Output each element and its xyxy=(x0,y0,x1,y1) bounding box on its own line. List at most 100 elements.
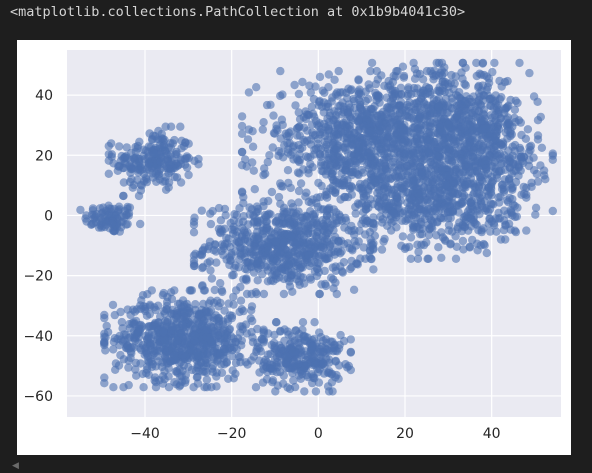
scatter-point xyxy=(298,77,307,87)
scatter-point xyxy=(441,145,450,154)
scatter-point xyxy=(369,265,378,274)
scatter-point xyxy=(466,174,476,183)
scatter-point xyxy=(347,263,356,272)
scatter-point xyxy=(153,351,162,361)
scatter-point xyxy=(156,157,165,166)
scatter-point xyxy=(452,111,461,120)
scatter-point xyxy=(421,206,430,215)
scatter-point xyxy=(279,289,289,299)
scatter-point xyxy=(143,153,152,163)
chevron-left-icon[interactable]: ◀ xyxy=(12,461,19,471)
scatter-point xyxy=(452,90,461,100)
scatter-point xyxy=(265,151,274,160)
scatter-point xyxy=(465,242,474,251)
scatter-point xyxy=(161,185,171,194)
scatter-point xyxy=(199,299,208,309)
scatter-point xyxy=(237,129,247,138)
scatter-point xyxy=(262,261,271,270)
scatter-point xyxy=(259,358,269,367)
scatter-point xyxy=(114,162,123,171)
scatter-point xyxy=(170,172,179,182)
scatter-point xyxy=(136,320,145,330)
scatter-point xyxy=(400,156,409,165)
scatter-point xyxy=(131,358,141,368)
scatter-point xyxy=(366,152,375,161)
scatter-point xyxy=(159,327,168,337)
scatter-point xyxy=(297,213,306,222)
scatter-point xyxy=(115,142,124,151)
scatter-point xyxy=(124,211,133,220)
scatter-point xyxy=(479,239,488,249)
scatter-point xyxy=(178,346,187,355)
scatter-point xyxy=(513,98,522,108)
scatter-point xyxy=(401,106,411,115)
scatter-point xyxy=(377,71,386,80)
scatter-point xyxy=(294,198,303,207)
scatter-point xyxy=(287,199,296,208)
scatter-point xyxy=(525,142,534,151)
scatter-point xyxy=(398,189,407,198)
scatter-point xyxy=(301,192,310,201)
scatter-point xyxy=(147,286,156,295)
scatter-point xyxy=(426,144,435,153)
scatter-point xyxy=(315,97,324,107)
scatter-point xyxy=(162,317,172,327)
scatter-point xyxy=(82,217,91,226)
scatter-point xyxy=(450,149,460,158)
scatter-point xyxy=(345,159,354,168)
scatter-point xyxy=(341,145,350,154)
scatter-point xyxy=(431,71,441,80)
scatter-point xyxy=(134,191,144,201)
scatter-point xyxy=(351,209,360,218)
scatter-point xyxy=(224,299,233,308)
scatter-point xyxy=(354,143,363,152)
scatter-point xyxy=(433,86,442,95)
scatter-point xyxy=(483,139,493,149)
scatter-point xyxy=(236,251,245,260)
scatter-point xyxy=(318,359,328,369)
scatter-point xyxy=(404,214,413,223)
scatter-point xyxy=(388,143,398,153)
scatter-point xyxy=(190,213,199,222)
scatter-point xyxy=(476,116,486,125)
scatter-point xyxy=(410,123,420,132)
scatter-point xyxy=(323,135,333,144)
scatter-point xyxy=(448,134,458,143)
scatter-point xyxy=(506,127,515,136)
scatter-point xyxy=(237,147,247,157)
scatter-point xyxy=(371,79,381,89)
scatter-point xyxy=(172,313,181,323)
scatter-point xyxy=(416,154,425,163)
scatter-point xyxy=(132,371,141,380)
scatter-point xyxy=(259,289,269,299)
scatter-point xyxy=(438,233,448,242)
scatter-point xyxy=(248,142,258,151)
scatter-point xyxy=(525,155,534,165)
scatter-point xyxy=(108,300,118,310)
scatter-point xyxy=(164,178,174,187)
scatter-point xyxy=(101,346,110,355)
scatter-point xyxy=(474,107,484,116)
scatter-point xyxy=(230,263,239,273)
scatter-point xyxy=(199,340,208,349)
scatter-point xyxy=(346,335,355,344)
scatter-point xyxy=(220,306,229,315)
scatter-point xyxy=(431,137,440,147)
scatter-point xyxy=(405,193,415,203)
scatter-point xyxy=(480,70,489,80)
scatter-point xyxy=(356,184,365,193)
scatter-point xyxy=(177,329,186,338)
scatter-point xyxy=(371,136,380,145)
scatter-point xyxy=(447,227,457,236)
scatter-point xyxy=(283,138,292,148)
scatter-point xyxy=(278,90,287,99)
scatter-point xyxy=(235,204,244,213)
scatter-point xyxy=(473,189,482,198)
scatter-point xyxy=(347,182,356,191)
scatter-point xyxy=(477,171,486,180)
scatter-point xyxy=(207,337,216,346)
scatter-point xyxy=(474,83,483,92)
x-tick-label: 0 xyxy=(314,426,323,442)
scatter-point xyxy=(432,58,441,68)
scatter-point xyxy=(293,349,302,358)
